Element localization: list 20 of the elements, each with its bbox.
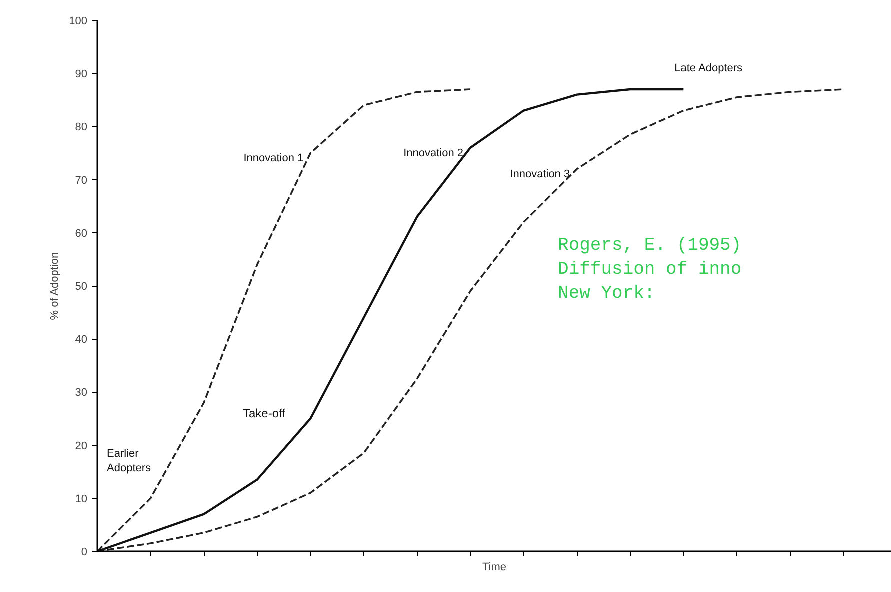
y-tick-label: 0 [81,546,88,558]
y-tick-label: 70 [75,174,88,187]
y-tick-label: 50 [75,281,88,293]
y-tick-label: 10 [75,493,88,506]
series-label: Innovation 3 [510,168,570,180]
y-axis-title: % of Adoption [49,252,62,320]
annotation: Rogers, E. (1995) Diffusion of inno New York: [558,236,742,304]
y-tick-label: 80 [75,122,88,134]
annotation: Take-off [243,406,286,420]
annotation: Late Adopters [674,62,744,74]
y-tick-label: 40 [75,334,88,346]
y-tick-label: 30 [75,387,88,400]
y-tick-label: 60 [75,228,88,240]
y-tick-label: 90 [75,68,88,81]
y-tick-label: 100 [69,16,88,28]
series-label: Innovation 1 [244,152,304,165]
y-tick-label: 20 [75,440,88,452]
x-axis-title: Time [482,562,507,574]
annotation: Earlier Adopters [107,448,152,474]
series-label: Innovation 2 [404,147,464,160]
